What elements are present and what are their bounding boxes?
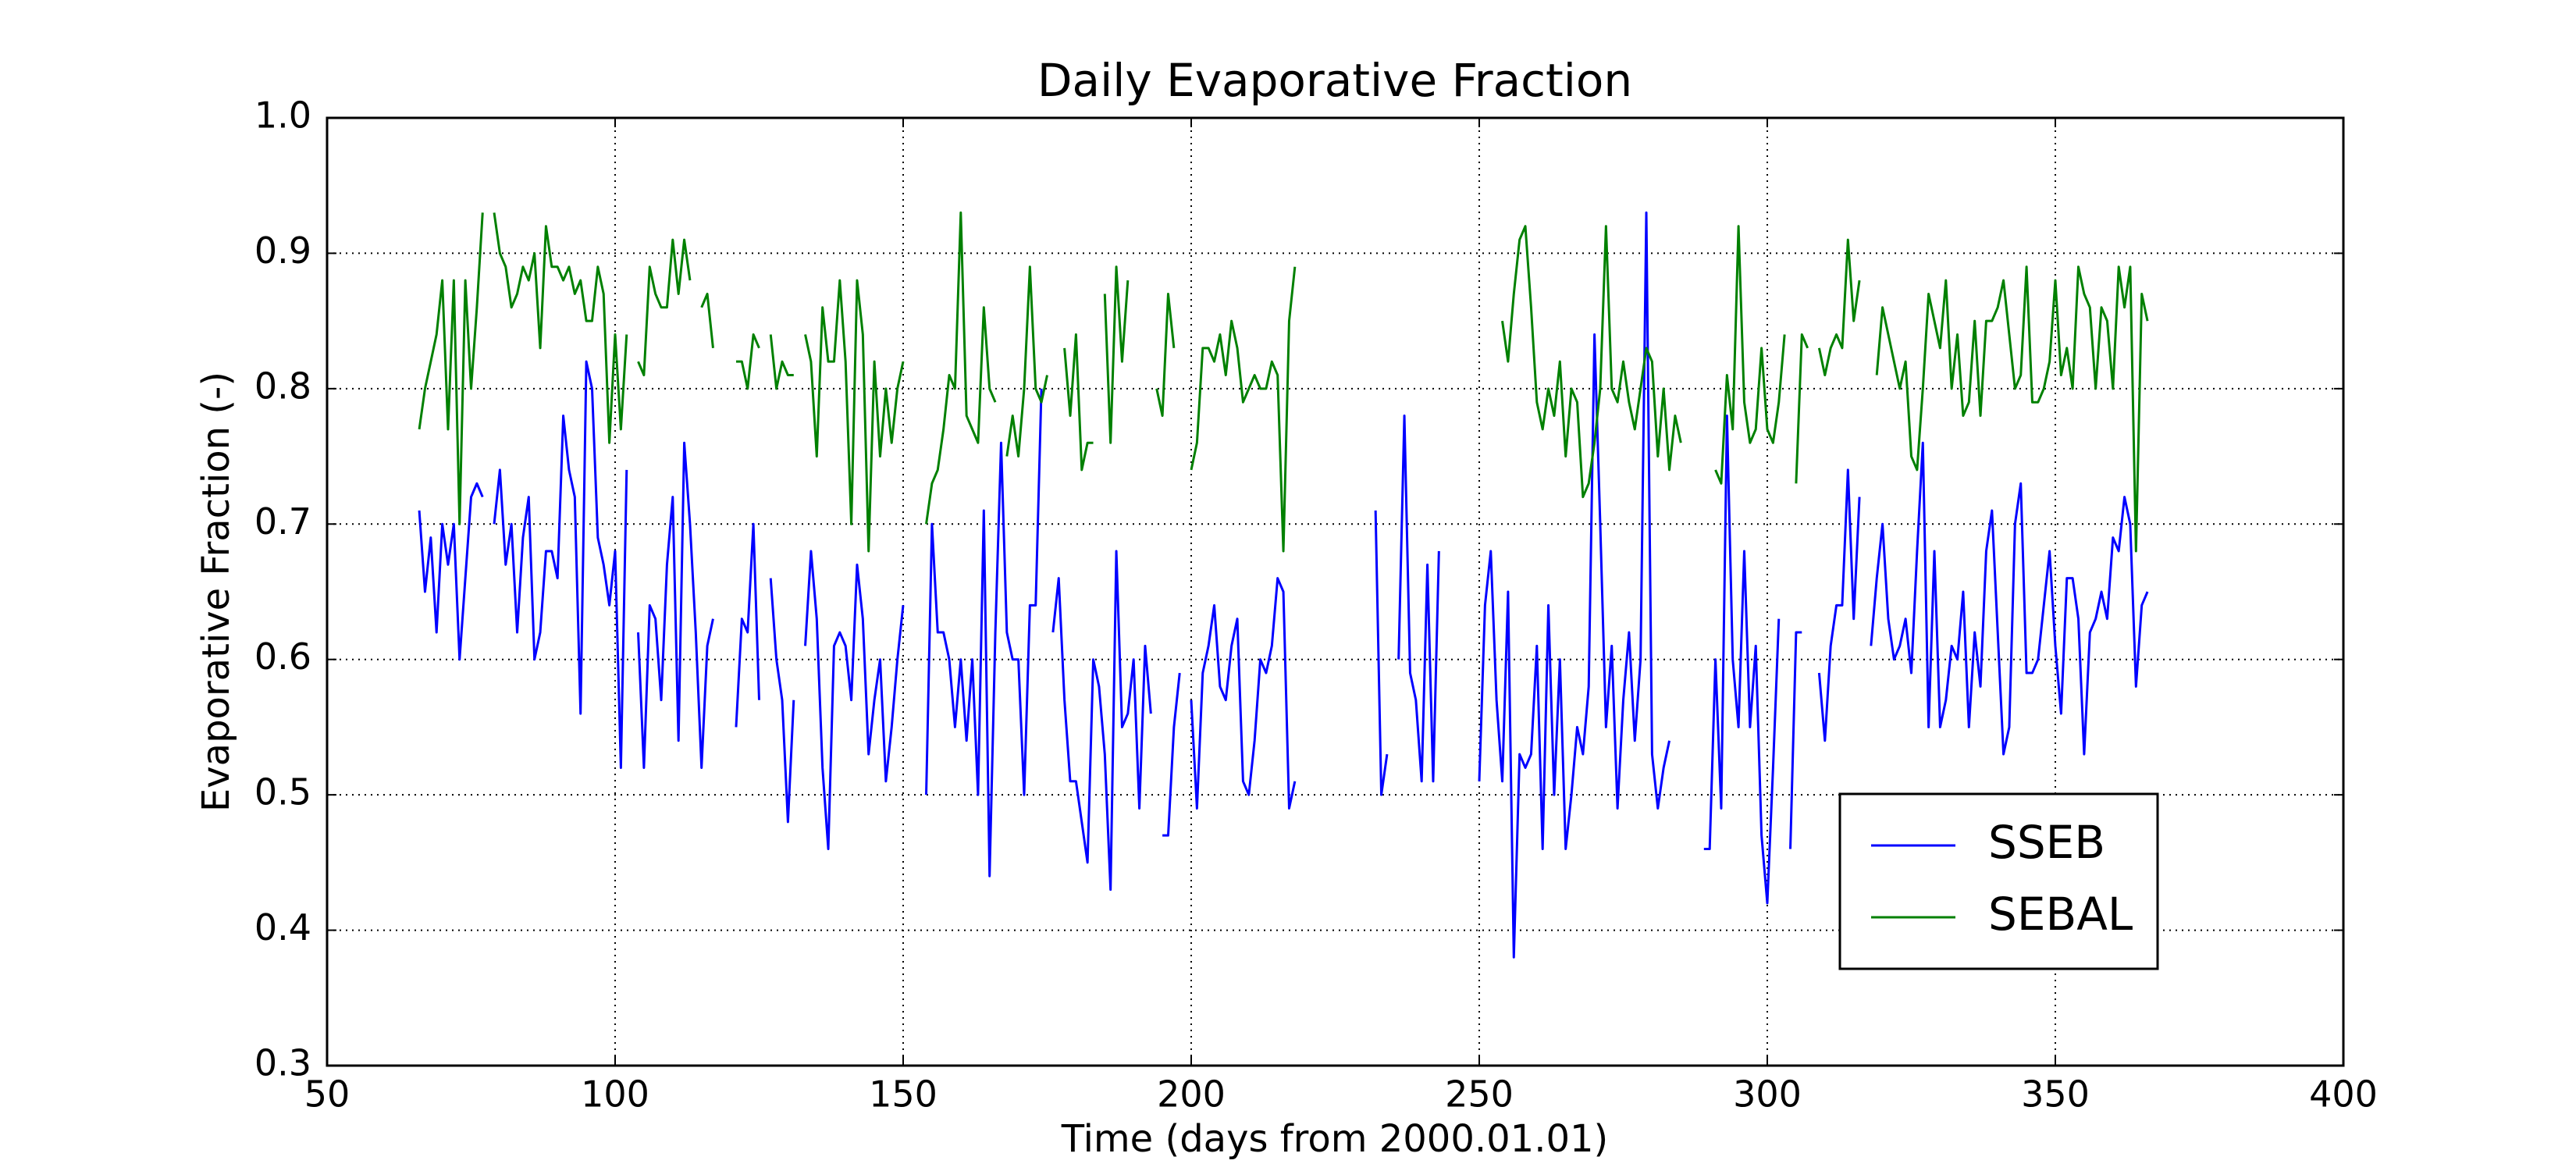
y-tick-label: 0.8 [254,365,311,407]
y-tick-label: 0.9 [254,230,311,272]
y-tick-label: 0.4 [254,906,311,949]
y-tick-label: 0.5 [254,771,311,813]
data-line [418,211,2149,553]
x-tick-label: 300 [1733,1073,1802,1116]
chart-title: Daily Evaporative Fraction [1037,54,1632,107]
x-tick-label: 50 [304,1073,350,1116]
y-tick-label: 0.7 [254,500,311,543]
legend-box [1838,792,2159,970]
x-tick-label: 250 [1445,1073,1514,1116]
data-line [418,211,2149,959]
x-axis-label: Time (days from 2000.01.01) [1061,1117,1609,1161]
x-tick-label: 150 [869,1073,938,1116]
legend-label: SEBAL [1988,888,2133,941]
y-axis-label: Evaporative Fraction (-) [194,372,238,812]
y-tick-label: 0.6 [254,635,311,678]
y-tick-label: 0.3 [254,1042,311,1084]
plot-frame [326,116,2345,1067]
legend-label: SSEB [1988,816,2105,869]
x-tick-label: 200 [1157,1073,1226,1116]
y-tick-label: 1.0 [254,94,311,137]
x-tick-label: 400 [2309,1073,2378,1116]
x-tick-label: 100 [581,1073,649,1116]
x-tick-label: 350 [2021,1073,2090,1116]
